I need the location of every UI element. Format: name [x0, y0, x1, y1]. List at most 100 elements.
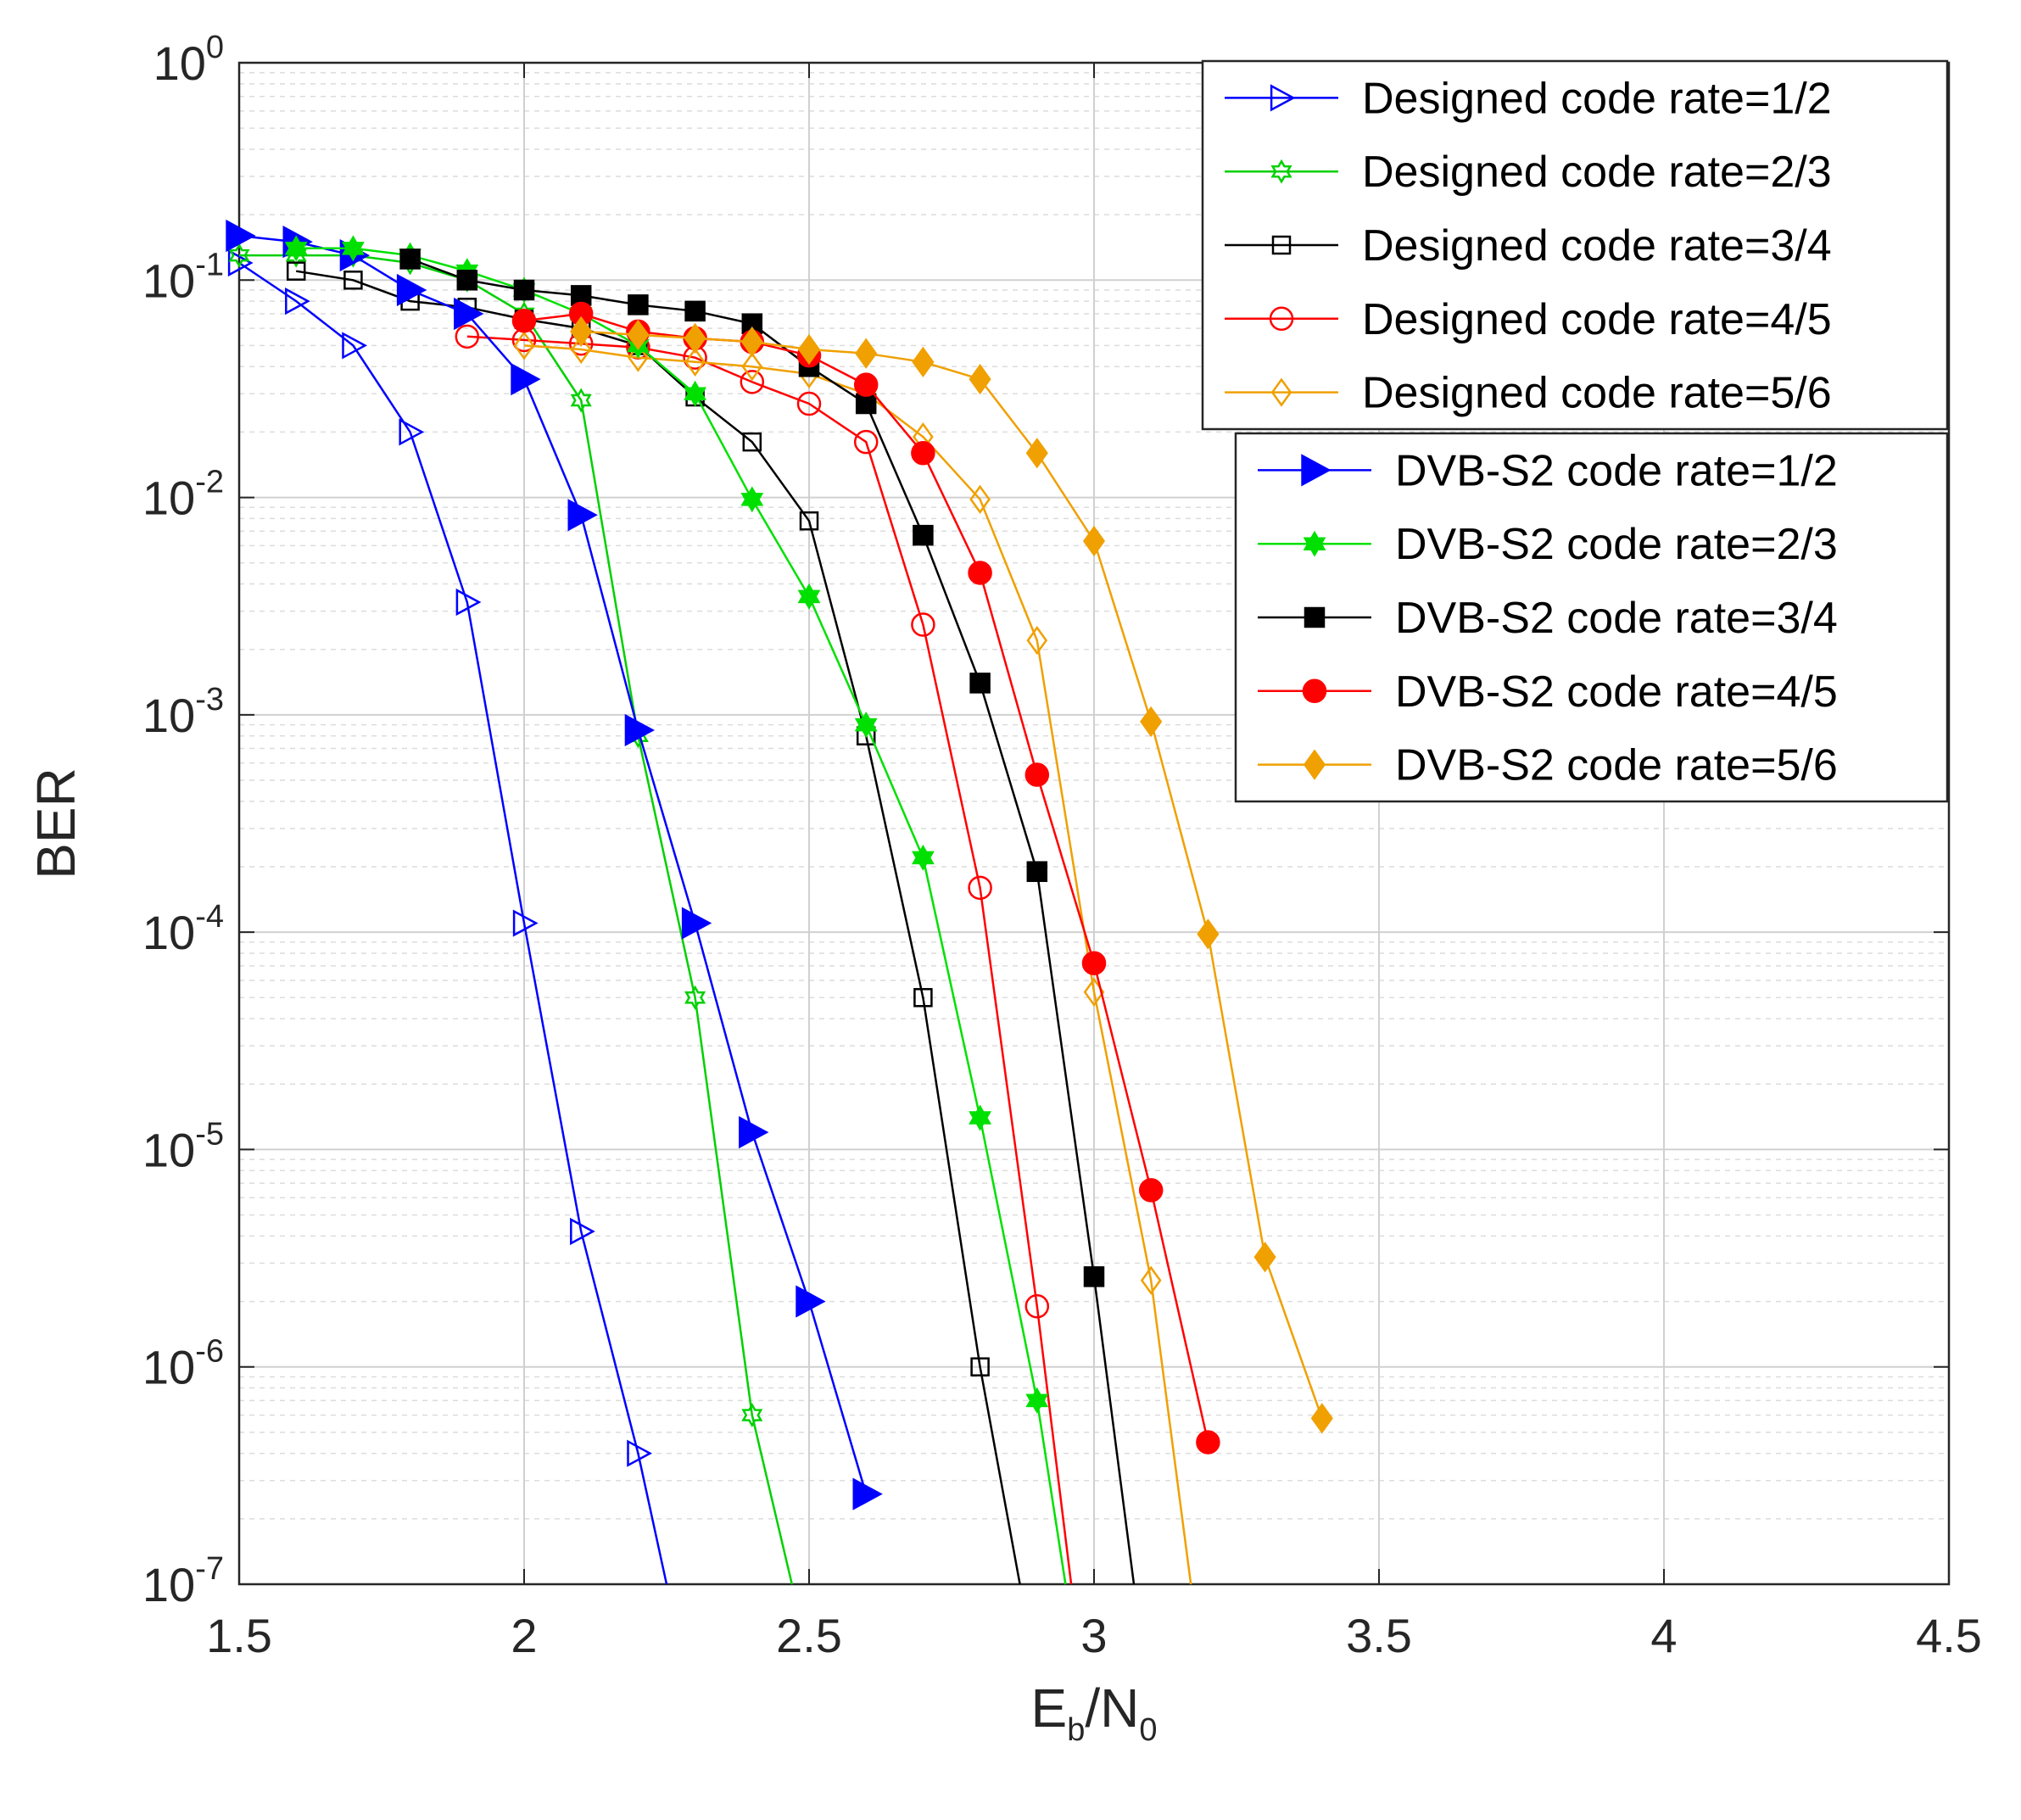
data-point — [855, 338, 878, 369]
legend-designed: Designed code rate=1/2 Designed code rate… — [1201, 59, 1949, 431]
legend-item: Designed code rate=4/5 — [1225, 295, 1832, 344]
legend-marker — [1270, 84, 1296, 112]
legend-label: DVB-S2 code rate=5/6 — [1395, 741, 1838, 790]
y-tick-base: 10 — [142, 1558, 195, 1611]
y-tick-exponent: 0 — [206, 30, 224, 65]
data-point — [1024, 1294, 1050, 1319]
series-10 — [570, 315, 1333, 1434]
data-point — [853, 429, 879, 455]
y-tick-label: 10-5 — [142, 1116, 224, 1176]
data-point — [628, 294, 649, 315]
data-point — [286, 261, 306, 281]
data-point — [1082, 525, 1106, 557]
y-tick-label: 10-1 — [142, 247, 224, 307]
legend-label: Designed code rate=1/2 — [1362, 74, 1832, 123]
series-1 — [227, 248, 668, 1585]
y-tick-base: 10 — [142, 1123, 195, 1176]
data-point — [1026, 625, 1048, 656]
data-point — [455, 324, 480, 349]
data-point — [570, 334, 592, 365]
y-tick-label: 10-4 — [142, 899, 224, 959]
x-tick-label: 4 — [1650, 1609, 1677, 1662]
data-point — [511, 363, 541, 396]
data-point — [627, 319, 650, 350]
x-axis-label-sep: /N — [1085, 1678, 1139, 1739]
x-axis-label-sub: b — [1067, 1712, 1085, 1748]
data-point — [341, 235, 365, 262]
legend-layer: Designed code rate=1/2 Designed code rate… — [1201, 59, 1949, 803]
data-point — [1196, 1430, 1220, 1454]
data-point — [740, 370, 765, 394]
x-axis-label-main: E — [1031, 1678, 1068, 1739]
data-point — [284, 235, 308, 262]
data-point — [852, 1477, 883, 1510]
legend-label: Designed code rate=3/4 — [1362, 221, 1832, 271]
data-point — [511, 308, 537, 333]
data-point — [740, 486, 764, 513]
data-point — [285, 288, 310, 315]
data-point — [742, 432, 762, 452]
y-tick-label: 10-6 — [142, 1334, 224, 1394]
data-point — [969, 484, 991, 514]
x-axis-ticks: 1.5 2 2.5 3 3.5 4 4.5 — [206, 63, 1982, 1662]
legend-marker — [1303, 530, 1326, 557]
data-point — [1025, 438, 1048, 469]
data-point — [396, 273, 427, 307]
legend-item: Designed code rate=3/4 — [1225, 221, 1832, 271]
data-point — [911, 441, 935, 466]
data-point — [628, 343, 649, 372]
series-line — [466, 335, 1073, 1585]
data-point — [399, 418, 425, 446]
y-tick-label: 10-3 — [142, 682, 224, 742]
legend-label: Designed code rate=2/3 — [1362, 148, 1832, 197]
data-point — [226, 219, 256, 253]
legend-item: DVB-S2 code rate=4/5 — [1258, 667, 1838, 717]
data-point — [911, 844, 935, 871]
data-point — [570, 315, 593, 348]
data-point — [454, 297, 484, 331]
legend-label: DVB-S2 code rate=3/4 — [1395, 594, 1838, 643]
data-point — [1253, 1242, 1276, 1273]
legend-dvb: DVB-S2 code rate=1/2 DVB-S2 code rate=2/3… — [1234, 432, 1949, 803]
data-point — [913, 524, 934, 546]
legend-marker — [1270, 377, 1292, 407]
y-tick-exponent: -5 — [195, 1116, 224, 1152]
data-point — [681, 907, 712, 940]
legend-marker — [1302, 678, 1327, 704]
legend-label: Designed code rate=5/6 — [1362, 369, 1832, 418]
data-point — [968, 561, 992, 585]
data-point — [567, 499, 598, 532]
data-point — [1197, 918, 1220, 950]
data-point — [513, 331, 535, 360]
series-4 — [455, 324, 1073, 1585]
data-point — [1140, 706, 1163, 738]
data-point — [739, 1116, 769, 1149]
y-tick-base: 10 — [142, 906, 195, 959]
data-point — [512, 909, 539, 937]
y-tick-base: 10 — [142, 472, 195, 525]
data-point — [1083, 1266, 1105, 1287]
data-point — [684, 985, 706, 1010]
data-point — [796, 391, 822, 416]
data-point — [684, 347, 706, 377]
data-point — [740, 326, 763, 358]
y-tick-exponent: -3 — [195, 682, 224, 717]
data-point — [799, 511, 819, 531]
data-point — [513, 279, 535, 301]
x-tick-label: 3 — [1080, 1609, 1107, 1662]
legend-item: DVB-S2 code rate=2/3 — [1258, 520, 1838, 569]
data-point — [1025, 1387, 1049, 1414]
x-axis-label-sub2: 0 — [1139, 1712, 1157, 1748]
series-layer — [226, 219, 1333, 1585]
y-tick-label: 10-7 — [142, 1551, 224, 1611]
y-tick-exponent: -6 — [195, 1334, 224, 1370]
data-point — [684, 322, 706, 355]
data-point — [627, 1439, 653, 1467]
data-point — [399, 248, 421, 270]
y-tick-base: 10 — [142, 1341, 195, 1394]
data-point — [853, 372, 879, 397]
legend-marker — [1271, 235, 1292, 255]
data-point — [456, 270, 478, 291]
data-point — [797, 583, 821, 610]
